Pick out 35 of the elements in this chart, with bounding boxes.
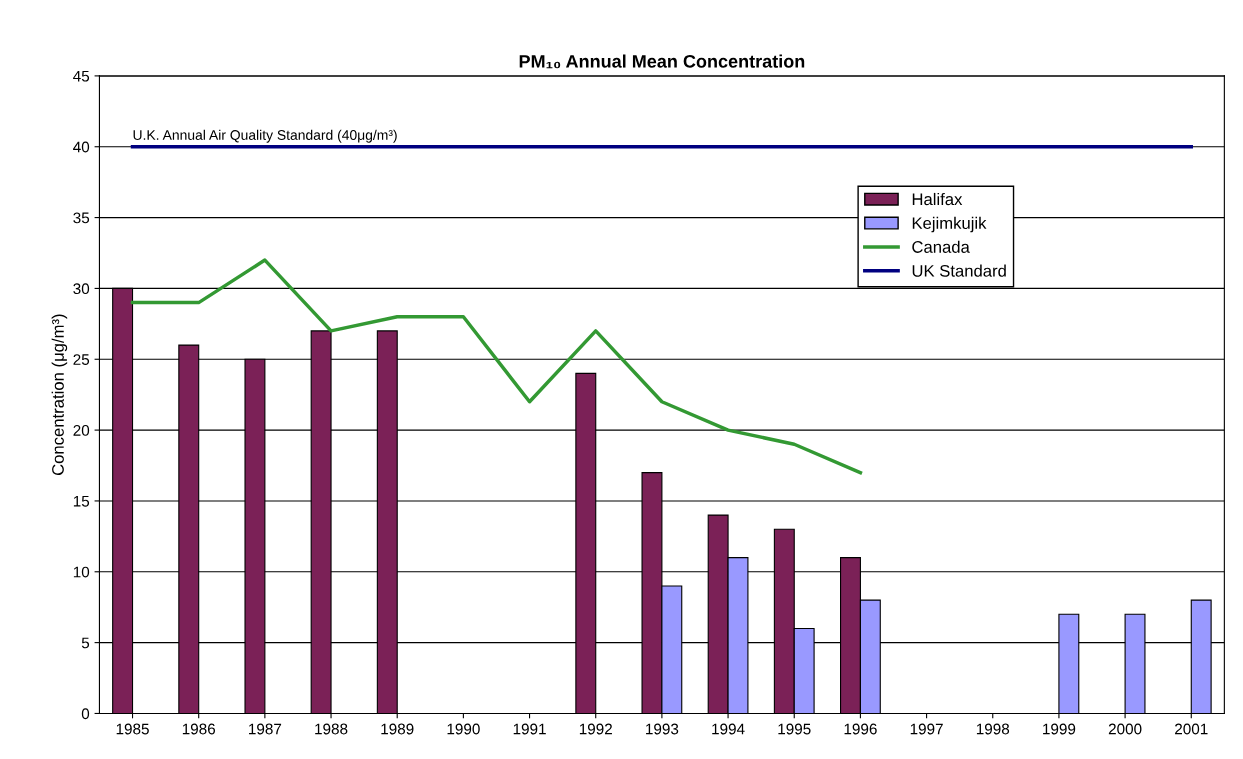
legend-label: Canada [912,240,970,253]
y-tick-label: 35 [73,212,90,224]
y-tick-label: 20 [73,424,90,436]
x-tick-label: 1993 [646,723,679,735]
x-tick-label: 1990 [447,723,480,735]
y-tick-label: 0 [81,708,90,720]
line-series [130,258,863,475]
x-tick-label: 1994 [712,723,745,735]
x-tick-label: 1986 [182,723,216,735]
x-tick-label: 1991 [513,723,546,735]
y-tick-label: 10 [73,566,90,578]
x-tick-label: 1992 [579,723,612,735]
y-tick-label: 5 [81,637,90,649]
y-tick-label: 30 [73,283,90,295]
legend-label: UK Standard [912,264,1006,277]
y-tick-label: 25 [73,354,90,365]
x-tick-label: 1988 [315,723,348,735]
x-tick-label: 1995 [778,723,811,735]
y-axis-title: Concentration (μg/m³) [51,314,68,476]
x-tick-label: 2000 [1108,723,1142,735]
x-tick-label: 1996 [844,723,877,735]
x-tick-label: 1989 [381,723,414,735]
y-tick-label: 40 [73,141,90,153]
annotation: U.K. Annual Air Quality Standard (40μg/m³) [133,129,397,143]
x-tick-label: 1999 [1043,723,1076,735]
x-tick-label: 1985 [116,723,149,735]
y-tick-label: 45 [73,70,90,82]
y-tick-label: 15 [73,495,90,507]
legend-label: Halifax [912,192,963,206]
x-tick-label: 1987 [249,723,282,735]
x-tick-label: 1997 [910,723,943,735]
x-tick-label: 1998 [976,723,1010,735]
x-tick-label: 2001 [1175,723,1208,735]
chart-title: PM₁₀ Annual Mean Concentration [519,54,805,69]
legend-label: Kejimkujik [912,216,987,233]
